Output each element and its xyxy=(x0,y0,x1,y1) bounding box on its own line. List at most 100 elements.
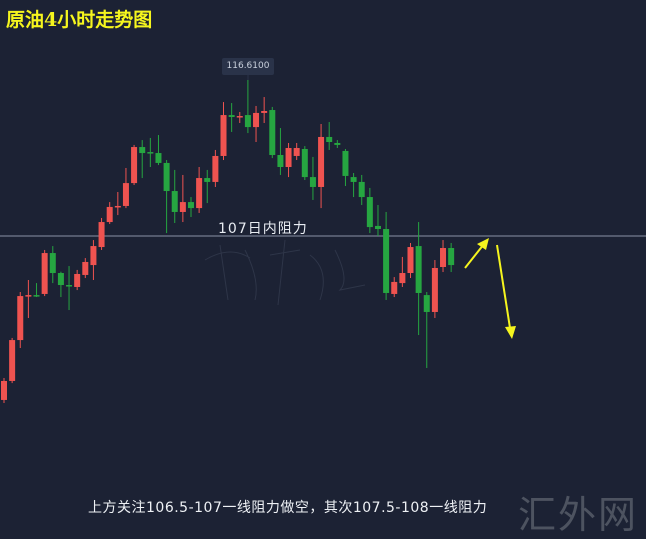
candle-body xyxy=(139,147,146,154)
candle-body xyxy=(244,115,251,128)
candle xyxy=(391,277,398,298)
candle xyxy=(415,222,422,336)
candle xyxy=(269,106,276,159)
candle xyxy=(49,246,56,284)
candle-body xyxy=(285,148,292,168)
signature-watermark xyxy=(204,239,366,306)
candle-body xyxy=(155,153,162,163)
candle xyxy=(277,128,284,175)
site-watermark: 汇外网 xyxy=(518,493,639,537)
candle xyxy=(285,142,292,178)
candle-body xyxy=(196,178,203,209)
candle-body xyxy=(431,267,438,312)
candle xyxy=(236,111,243,124)
candle-body xyxy=(131,147,138,184)
candle-body xyxy=(187,202,194,209)
candle xyxy=(244,79,251,134)
candle xyxy=(366,187,373,234)
candle-body xyxy=(98,222,105,248)
candle xyxy=(25,279,32,318)
candle xyxy=(33,283,40,298)
candle xyxy=(179,174,186,223)
candle-body xyxy=(391,281,398,294)
candle xyxy=(41,249,48,297)
candle xyxy=(82,258,89,279)
candle-body xyxy=(41,253,48,294)
candle-body xyxy=(82,261,89,275)
candle-body xyxy=(269,110,276,155)
candle xyxy=(57,271,64,298)
candle xyxy=(9,337,16,384)
candle xyxy=(220,102,227,161)
candle-body xyxy=(212,155,219,182)
high-price-label: 116.6100 xyxy=(222,58,274,75)
candle-body xyxy=(293,148,300,156)
candle xyxy=(106,202,113,224)
chart-title: 原油4小时走势图 xyxy=(6,9,153,31)
candle-body xyxy=(25,295,32,297)
candle-body xyxy=(57,273,64,286)
candle-body xyxy=(342,150,349,176)
candle-body xyxy=(415,246,422,293)
candle xyxy=(293,142,300,161)
candle xyxy=(131,144,138,186)
candle-body xyxy=(358,181,365,198)
candle xyxy=(334,140,341,149)
candle-body xyxy=(74,273,81,287)
candle xyxy=(253,105,260,143)
candle xyxy=(261,97,268,124)
candle xyxy=(90,240,97,280)
candle-body xyxy=(171,191,178,212)
candle xyxy=(155,135,162,166)
candle xyxy=(448,242,455,273)
candle xyxy=(147,137,154,168)
candle-body xyxy=(114,205,121,208)
candle-body xyxy=(399,273,406,284)
candle xyxy=(383,211,390,300)
candle xyxy=(66,266,73,311)
candle xyxy=(74,269,81,291)
candle xyxy=(431,260,438,318)
candle-body xyxy=(179,202,186,212)
candle-body xyxy=(407,247,414,274)
candle xyxy=(139,140,146,179)
candle-body xyxy=(374,225,381,230)
candle xyxy=(358,174,365,205)
candle-body xyxy=(253,112,260,128)
candle xyxy=(301,146,308,180)
candle-body xyxy=(66,285,73,287)
candle xyxy=(342,148,349,186)
candle-body xyxy=(236,116,243,118)
candle-body xyxy=(326,136,333,143)
candle-body xyxy=(220,115,227,156)
candle xyxy=(318,123,325,209)
candle-body xyxy=(448,248,455,266)
up-arrow xyxy=(464,238,489,269)
candle xyxy=(187,197,194,218)
candle-body xyxy=(309,177,316,187)
candles xyxy=(1,75,455,404)
candle xyxy=(423,292,430,368)
candle xyxy=(1,378,7,404)
candle xyxy=(374,204,381,236)
annotation-text: 上方关注106.5-107一线阻力做空，其次107.5-108一线阻力 xyxy=(88,500,488,516)
candle xyxy=(228,103,235,132)
candle-body xyxy=(301,148,308,178)
candle-body xyxy=(261,111,268,113)
candle xyxy=(407,242,414,279)
candle-body xyxy=(350,177,357,182)
candle-body xyxy=(440,248,447,268)
candle xyxy=(114,192,121,216)
candle-body xyxy=(147,152,154,154)
candle xyxy=(17,292,24,349)
down-arrow xyxy=(496,244,516,339)
candle-body xyxy=(277,154,284,168)
candle-body xyxy=(204,178,211,182)
candle-body xyxy=(423,295,430,312)
candle-body xyxy=(33,295,40,297)
candle-body xyxy=(228,115,235,118)
candle-body xyxy=(106,206,113,223)
candle xyxy=(212,149,219,187)
candle-body xyxy=(334,142,341,145)
